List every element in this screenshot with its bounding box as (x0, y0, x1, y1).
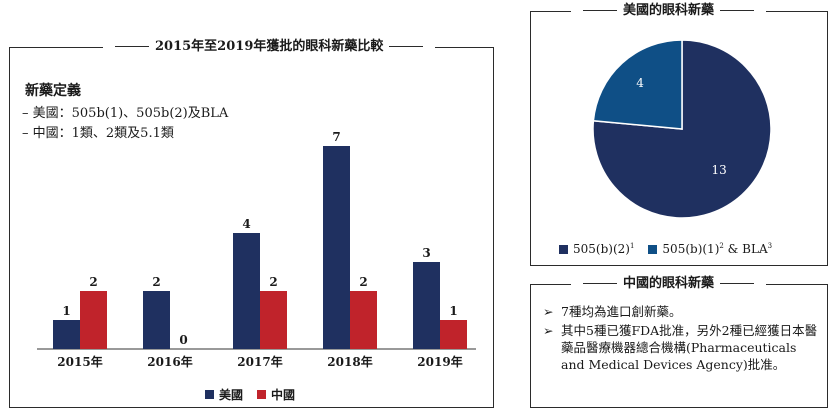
pie-chart-title: 美國的眼科新藥 (571, 2, 767, 20)
bar-value-label: 1 (62, 304, 70, 318)
bar-value-label: 2 (89, 275, 97, 289)
legend-swatch (648, 244, 658, 254)
bar-value-label: 3 (422, 246, 430, 260)
bar-chart-title: 2015年至2019年獲批的眼科新藥比較 (103, 38, 436, 56)
bar (143, 291, 170, 349)
bar-value-label: 0 (179, 333, 187, 347)
definition-title: 新藥定義 (25, 83, 81, 99)
bar-chart: 1 2 2015年 2 0 2016年 4 2 2017年 7 2 2018年 3 1 2019年 (37, 130, 476, 369)
bar-value-label: 2 (152, 275, 160, 289)
china-bullet-list: ➢ 7種均為進口創新藥。 ➢ 其中5種已獲FDA批准，另外2種已經獲日本醫藥品醫… (543, 303, 823, 375)
china-panel-title: 中國的眼科新藥 (571, 275, 767, 293)
bullet-text: 其中5種已獲FDA批准，另外2種已經獲日本醫藥品醫療機器總合機構(Pharmac… (561, 323, 818, 372)
bar (323, 146, 350, 349)
pie-slice (592, 39, 683, 130)
legend-item: 505(b)(2)1 (559, 242, 634, 256)
legend-swatch (257, 390, 267, 399)
bar-chart-panel: 2015年至2019年獲批的眼科新藥比較 新藥定義 – 美國：505b(1)、5… (9, 38, 494, 408)
legend-swatch (559, 244, 568, 254)
legend-item: 美國 (205, 386, 243, 403)
legend-label: 美國 (219, 388, 244, 402)
definition-china: – 中國：1類、2類及5.1類 (22, 126, 174, 141)
china-drugs-panel: 中國的眼科新藥 ➢ 7種均為進口創新藥。 ➢ 其中5種已獲FDA批准，另外2種已… (530, 275, 828, 408)
bar-value-label: 2 (269, 275, 277, 289)
arrow-bullet-icon: ➢ (543, 323, 554, 338)
pie-legend: 505(b)(2)1 505(b)(1)2 & BLA3 (559, 242, 786, 256)
arrow-bullet-icon: ➢ (543, 304, 554, 319)
bar (413, 262, 440, 349)
pie-chart: 13 4 (592, 39, 772, 219)
bar (350, 291, 377, 349)
legend-label: 505(b)(2)1 (573, 242, 635, 256)
x-tick-label: 2017年 (237, 354, 282, 369)
legend-item: 中國 (257, 386, 295, 403)
legend-label: 505(b)(1)2 & BLA3 (662, 242, 773, 256)
bar (53, 320, 80, 349)
list-item: ➢ 其中5種已獲FDA批准，另外2種已經獲日本醫藥品醫療機器總合機構(Pharm… (543, 322, 823, 373)
pie-value-label: 4 (636, 76, 644, 90)
x-tick-label: 2016年 (147, 354, 192, 369)
definition-us: – 美國：505b(1)、505b(2)及BLA (22, 106, 229, 121)
bar (233, 233, 260, 349)
pie-chart-panel: 美國的眼科新藥 13 4 505(b)(2)1 505(b)(1)2 & BLA3 (530, 2, 828, 266)
bar (80, 291, 107, 349)
bar-value-label: 4 (242, 217, 250, 231)
pie-value-label: 13 (712, 163, 727, 177)
bar (260, 291, 287, 349)
x-tick-label: 2018年 (327, 354, 372, 369)
x-tick-label: 2019年 (417, 354, 462, 369)
legend-label: 中國 (271, 388, 296, 402)
x-tick-label: 2015年 (57, 354, 102, 369)
bar-value-label: 7 (332, 130, 340, 144)
bar-value-label: 2 (359, 275, 367, 289)
bar (440, 320, 467, 349)
bar-legend: 美國 中國 (205, 386, 309, 403)
legend-swatch (205, 390, 214, 399)
bullet-text: 7種均為進口創新藥。 (561, 304, 682, 319)
legend-item: 505(b)(1)2 & BLA3 (648, 242, 772, 256)
bar-value-label: 1 (449, 304, 457, 318)
list-item: ➢ 7種均為進口創新藥。 (543, 303, 823, 320)
